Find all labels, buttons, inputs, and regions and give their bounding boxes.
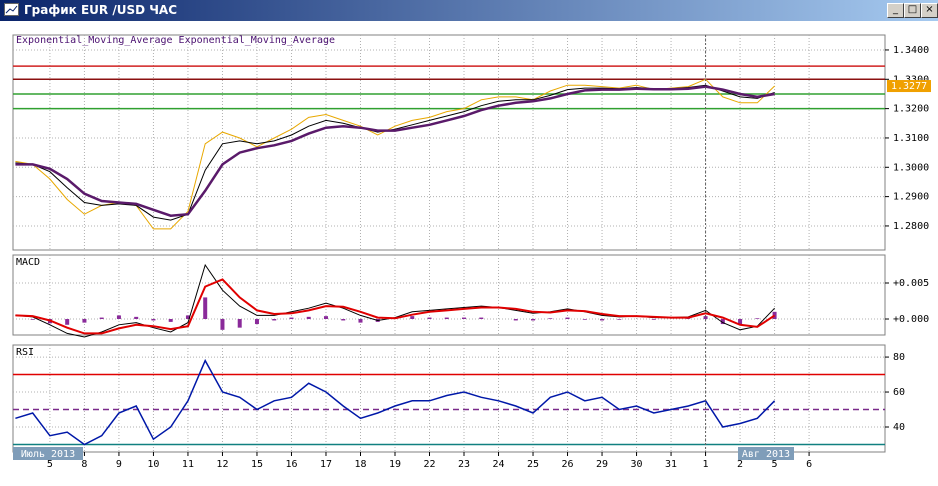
histogram-bar <box>720 319 725 325</box>
last-price-label: 1.3277 <box>891 81 927 92</box>
x-tick-label: 31 <box>665 459 677 470</box>
x-tick-label: 12 <box>216 459 228 470</box>
histogram-bar <box>600 319 605 321</box>
y-tick-label: 60 <box>893 387 905 398</box>
histogram-bar <box>341 319 346 321</box>
histogram-bar <box>427 317 432 320</box>
x-tick-label: 5 <box>47 459 53 470</box>
month-label: Авг 2013 <box>742 449 790 460</box>
x-tick-label: 15 <box>251 459 263 470</box>
x-tick-label: 10 <box>147 459 159 470</box>
histogram-bar <box>220 319 225 330</box>
histogram-bar <box>548 318 553 320</box>
legend: Exponential_Moving_Average Exponential_Mo… <box>16 35 335 46</box>
x-tick-label: 16 <box>285 459 297 470</box>
y-tick-label: 1.3300 <box>893 74 929 85</box>
panel-title: RSI <box>16 347 34 358</box>
histogram-bar <box>582 319 587 320</box>
panel-frame <box>12 254 886 336</box>
histogram-bar <box>651 319 656 320</box>
maximize-button[interactable]: □ <box>904 3 921 18</box>
y-tick-label: 80 <box>893 352 905 363</box>
histogram-bar <box>738 319 743 325</box>
x-tick-label: 9 <box>116 459 122 470</box>
series-line <box>15 278 776 335</box>
histogram-bar <box>410 316 415 320</box>
month-label-box <box>738 447 794 460</box>
x-tick-label: 11 <box>182 459 194 470</box>
x-tick-label: 29 <box>596 459 608 470</box>
y-tick-label: 1.2900 <box>893 192 929 203</box>
histogram-bar <box>462 317 467 320</box>
histogram-bar <box>272 319 277 321</box>
series-line <box>15 85 775 217</box>
histogram-bar <box>185 315 190 320</box>
histogram-bar <box>82 319 87 323</box>
histogram-bar <box>703 316 708 320</box>
histogram-bar <box>99 317 104 320</box>
panel-title: MACD <box>16 257 40 268</box>
legend-entry: Exponential_Moving_Average <box>179 35 336 46</box>
y-tick-label: 1.3100 <box>893 133 929 144</box>
month-label-box <box>13 447 83 460</box>
x-tick-label: 17 <box>320 459 332 470</box>
y-tick-label: +0.000 <box>893 314 929 325</box>
series-line <box>15 358 776 446</box>
legend-entry: Exponential_Moving_Average <box>16 35 173 46</box>
x-tick-label: 23 <box>458 459 470 470</box>
histogram-bar <box>30 319 35 320</box>
month-label: Июль 2013 <box>21 449 75 460</box>
y-tick-label: 1.3000 <box>893 162 929 173</box>
histogram-bar <box>168 319 173 322</box>
histogram-bar <box>116 315 121 320</box>
histogram-bar <box>565 317 570 320</box>
histogram-bar <box>479 317 484 320</box>
x-tick-label: 25 <box>527 459 539 470</box>
x-tick-label: 19 <box>389 459 401 470</box>
x-tick-label: 30 <box>631 459 643 470</box>
panel-frame <box>12 34 886 251</box>
histogram-bar <box>237 319 242 328</box>
y-tick-label: 1.2800 <box>893 221 929 232</box>
minimize-button[interactable]: _ <box>887 3 904 18</box>
close-button[interactable]: × <box>921 3 938 18</box>
x-tick-label: 6 <box>806 459 812 470</box>
histogram-bar <box>134 316 139 320</box>
x-tick-label: 2 <box>737 459 743 470</box>
last-price-box <box>887 80 931 93</box>
histogram-bar <box>531 319 536 321</box>
x-tick-label: 26 <box>562 459 574 470</box>
y-tick-label: +0.005 <box>893 278 929 289</box>
window-title: График EUR /USD ЧАС <box>24 3 178 17</box>
histogram-bar <box>323 316 328 320</box>
x-tick-label: 18 <box>354 459 366 470</box>
background <box>0 21 938 486</box>
x-tick-label: 1 <box>703 459 709 470</box>
chart-area: 1.2800 1.2900 1.3000 1.3100 1.3200 1.3300 1.34… <box>0 21 938 486</box>
histogram-bar <box>306 316 311 320</box>
histogram-bar <box>686 318 691 320</box>
histogram-bar <box>617 319 622 320</box>
y-tick-label: 1.3400 <box>893 45 929 56</box>
histogram-bar <box>755 318 760 320</box>
histogram-bar <box>151 319 156 321</box>
x-tick-label: 22 <box>423 459 435 470</box>
app-icon <box>4 3 19 16</box>
histogram-bar <box>65 319 70 325</box>
histogram-bar <box>513 319 518 321</box>
y-tick-label: 40 <box>893 422 905 433</box>
title-bar: График EUR /USD ЧАС _ □ × <box>0 0 938 21</box>
y-tick-label: 1.3200 <box>893 104 929 115</box>
x-tick-label: 8 <box>81 459 87 470</box>
x-tick-label: 5 <box>772 459 778 470</box>
histogram-bar <box>254 319 259 325</box>
histogram-bar <box>289 317 294 320</box>
histogram-bar <box>203 297 208 320</box>
x-tick-label: 24 <box>492 459 504 470</box>
histogram-bar <box>444 317 449 320</box>
histogram-bar <box>358 319 363 323</box>
